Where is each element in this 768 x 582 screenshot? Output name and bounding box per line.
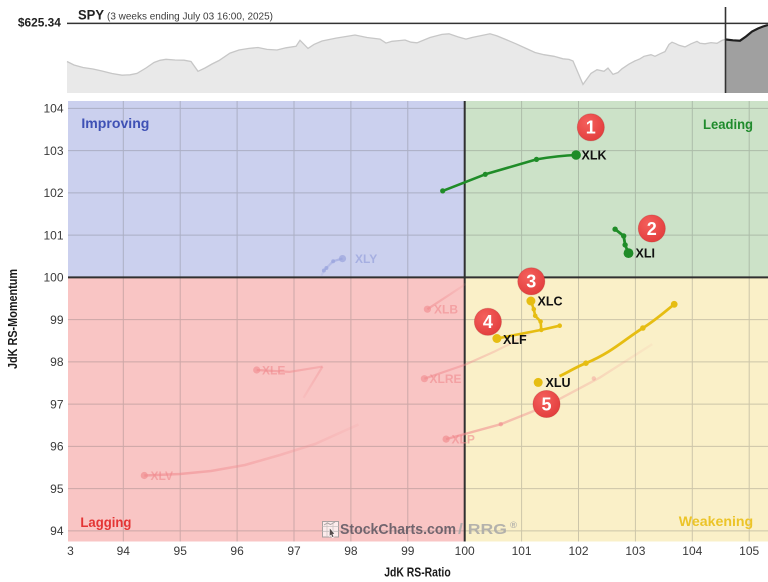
svg-text:97: 97 <box>287 544 301 558</box>
svg-text:97: 97 <box>50 397 64 411</box>
svg-text:Improving: Improving <box>81 115 149 131</box>
svg-text:XLV: XLV <box>151 469 173 483</box>
svg-text:XLRE: XLRE <box>430 372 462 386</box>
svg-text:100: 100 <box>43 271 63 285</box>
svg-text:XLI: XLI <box>636 247 655 261</box>
svg-text:102: 102 <box>43 186 63 200</box>
svg-text:Weakening: Weakening <box>679 513 753 529</box>
svg-text:101: 101 <box>512 544 532 558</box>
svg-text:100: 100 <box>455 544 475 558</box>
svg-text:®: ® <box>510 520 517 531</box>
svg-text:96: 96 <box>50 440 64 454</box>
svg-text:94: 94 <box>50 524 64 538</box>
svg-text:XLU: XLU <box>546 376 571 390</box>
svg-text:StockCharts.com: StockCharts.com <box>340 521 456 538</box>
svg-text:$625.34: $625.34 <box>18 16 61 30</box>
svg-text:Lagging: Lagging <box>80 514 131 530</box>
svg-text:105: 105 <box>739 544 759 558</box>
svg-text:SPY: SPY <box>78 8 104 23</box>
svg-text:104: 104 <box>682 544 702 558</box>
svg-text:3: 3 <box>526 272 536 292</box>
svg-text:99: 99 <box>50 313 64 327</box>
svg-text:103: 103 <box>625 544 645 558</box>
svg-text:3: 3 <box>67 544 74 558</box>
svg-text:1: 1 <box>586 118 596 138</box>
svg-text:95: 95 <box>174 544 188 558</box>
svg-text:XLB: XLB <box>434 303 458 317</box>
svg-text:JdK RS-Momentum: JdK RS-Momentum <box>6 269 20 369</box>
svg-text:103: 103 <box>43 144 63 158</box>
svg-text:XLC: XLC <box>538 295 563 309</box>
svg-text:XLY: XLY <box>355 252 377 266</box>
svg-text:XLE: XLE <box>262 364 285 378</box>
svg-text:96: 96 <box>230 544 244 558</box>
svg-text:Leading: Leading <box>703 116 753 132</box>
svg-text:/ RRG: / RRG <box>458 521 507 538</box>
svg-text:JdK RS-Ratio: JdK RS-Ratio <box>384 566 451 580</box>
svg-text:XLK: XLK <box>582 149 607 163</box>
svg-text:(3 weeks ending July 03 16:00,: (3 weeks ending July 03 16:00, 2025) <box>107 11 273 23</box>
svg-text:98: 98 <box>50 355 64 369</box>
svg-text:102: 102 <box>568 544 588 558</box>
svg-text:95: 95 <box>50 482 64 496</box>
svg-text:99: 99 <box>401 544 415 558</box>
svg-text:94: 94 <box>117 544 131 558</box>
svg-text:5: 5 <box>541 394 551 414</box>
svg-text:104: 104 <box>43 102 63 116</box>
svg-text:XLP: XLP <box>452 433 475 447</box>
svg-text:101: 101 <box>43 228 63 242</box>
svg-text:4: 4 <box>483 312 493 332</box>
svg-text:98: 98 <box>344 544 358 558</box>
svg-text:2: 2 <box>647 219 657 239</box>
svg-text:XLF: XLF <box>503 333 527 347</box>
